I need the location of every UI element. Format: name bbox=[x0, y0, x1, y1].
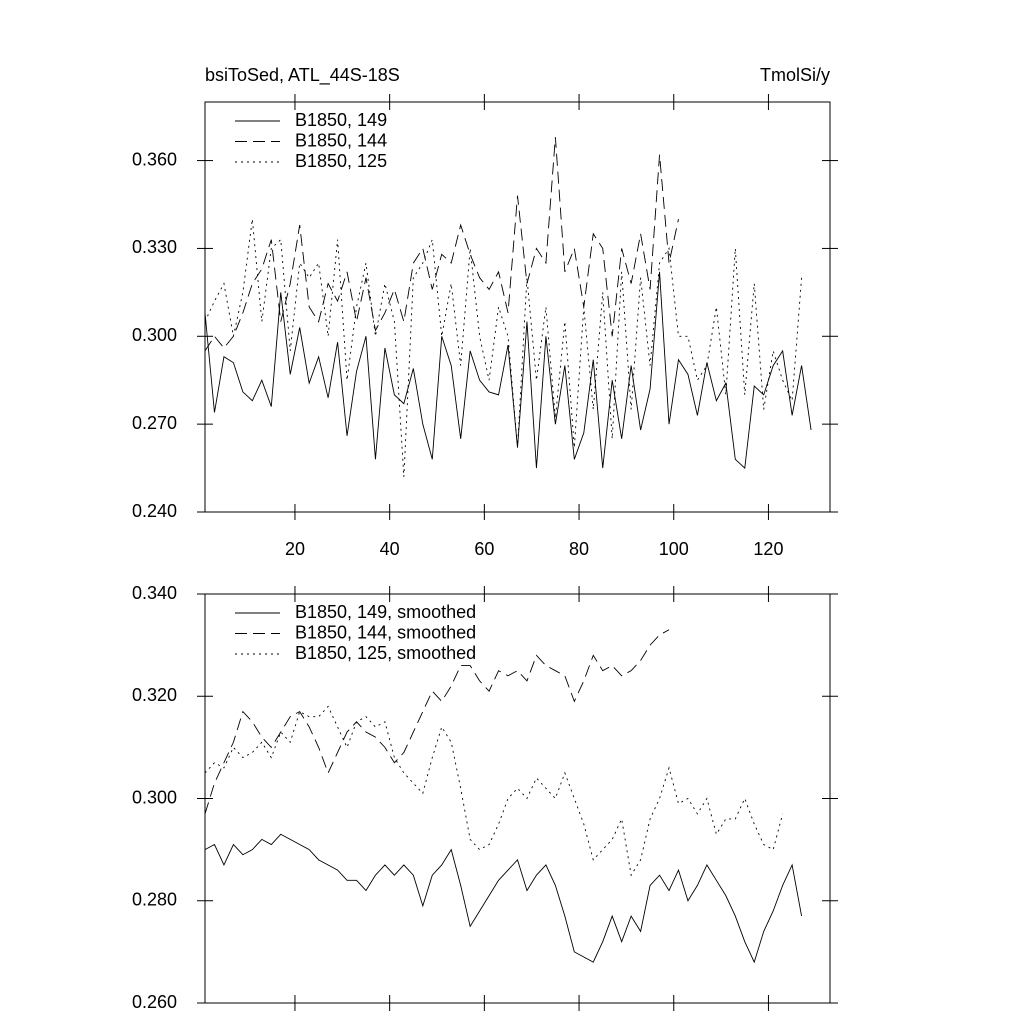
y-tick-label: 0.300 bbox=[132, 787, 177, 807]
series-line bbox=[204, 833, 803, 964]
legend-label: B1850, 125 bbox=[295, 151, 387, 171]
x-tick-label: 120 bbox=[753, 539, 783, 559]
y-tick-label: 0.280 bbox=[132, 890, 177, 910]
x-tick-label: 20 bbox=[285, 539, 305, 559]
y-tick-label: 0.340 bbox=[132, 583, 177, 603]
series-line bbox=[204, 137, 679, 352]
chart-title: bsiToSed, ATL_44S-18S bbox=[205, 65, 400, 86]
y-tick-label: 0.300 bbox=[132, 325, 177, 345]
y-tick-label: 0.330 bbox=[132, 237, 177, 257]
y-tick-label: 0.270 bbox=[132, 413, 177, 433]
series-line bbox=[204, 271, 812, 470]
legend-label: B1850, 149 bbox=[295, 110, 387, 130]
legend-label: B1850, 125, smoothed bbox=[295, 643, 476, 663]
series-line bbox=[204, 629, 670, 814]
y-tick-label: 0.260 bbox=[132, 992, 177, 1012]
legend-label: B1850, 144, smoothed bbox=[295, 622, 476, 642]
y-tick-label: 0.240 bbox=[132, 501, 177, 521]
units-label: TmolSi/y bbox=[760, 65, 830, 85]
legend-label: B1850, 144 bbox=[295, 130, 387, 150]
legend-label: B1850, 149, smoothed bbox=[295, 602, 476, 622]
series-line bbox=[204, 219, 803, 477]
x-tick-label: 100 bbox=[659, 539, 689, 559]
x-tick-label: 80 bbox=[569, 539, 589, 559]
x-tick-label: 60 bbox=[474, 539, 494, 559]
plot-frame bbox=[204, 101, 831, 513]
y-tick-label: 0.320 bbox=[132, 685, 177, 705]
y-tick-label: 0.360 bbox=[132, 149, 177, 169]
x-tick-label: 40 bbox=[380, 539, 400, 559]
series-line bbox=[204, 705, 784, 877]
